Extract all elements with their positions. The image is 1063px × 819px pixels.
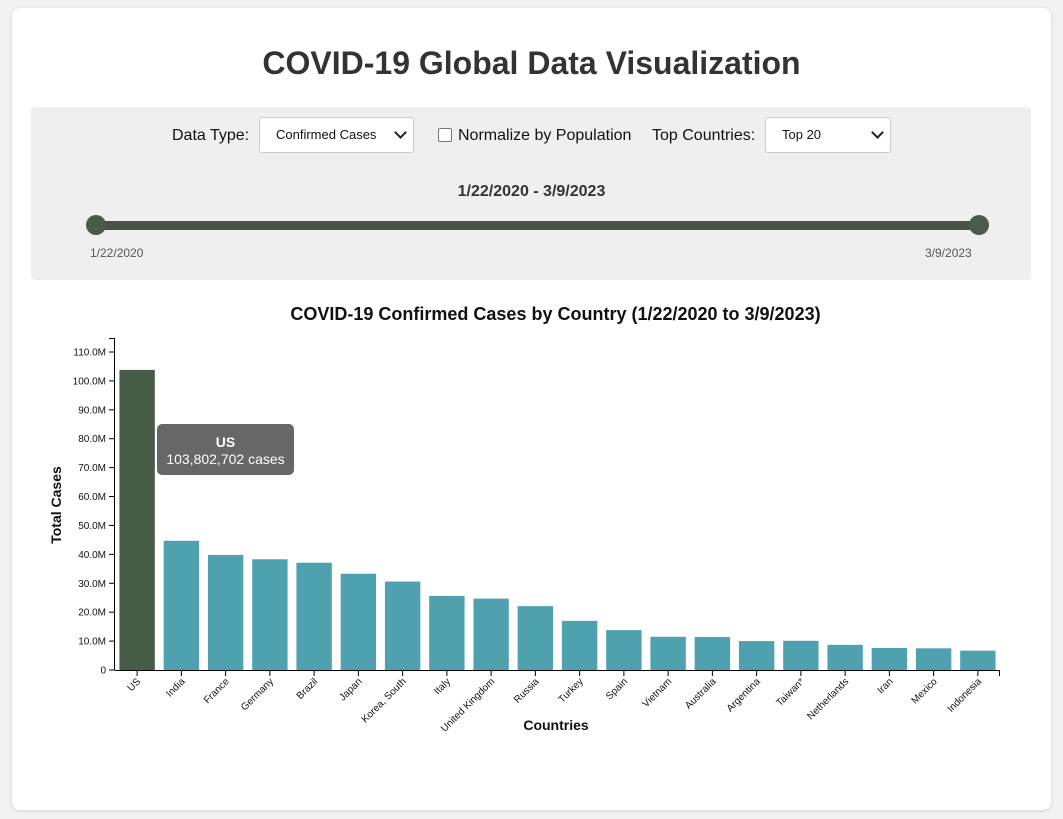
bar-russia[interactable] bbox=[517, 606, 554, 670]
y-tick-label: 20.0M bbox=[78, 608, 106, 619]
tooltip-value: 103,802,702 cases bbox=[166, 451, 285, 467]
bar-japan[interactable] bbox=[340, 573, 377, 670]
x-tick-label: Russia bbox=[512, 676, 542, 706]
normalize-checkbox[interactable] bbox=[438, 128, 452, 142]
x-tick-label: Indonesia bbox=[946, 676, 985, 715]
date-start-label: 1/22/2020 bbox=[90, 246, 144, 260]
x-tick-label: France bbox=[202, 676, 232, 706]
data-type-select[interactable]: Confirmed Cases bbox=[259, 117, 414, 153]
bar-korea-south[interactable] bbox=[384, 581, 421, 670]
y-tick-label: 40.0M bbox=[78, 550, 106, 561]
bar-taiwan[interactable] bbox=[783, 640, 819, 670]
bar-france[interactable] bbox=[207, 554, 244, 670]
x-tick-label: Vietnam bbox=[641, 676, 675, 710]
x-tick-label: Taiwan* bbox=[774, 676, 807, 709]
y-tick-label: 50.0M bbox=[78, 521, 106, 532]
y-tick-label: 90.0M bbox=[78, 405, 106, 416]
bar-germany[interactable] bbox=[252, 559, 288, 670]
x-tick-label: Korea, South bbox=[360, 676, 409, 725]
x-tick-label: India bbox=[164, 676, 187, 699]
x-tick-label: Iran bbox=[876, 676, 896, 696]
y-tick-label: 70.0M bbox=[78, 463, 106, 474]
bar-vietnam[interactable] bbox=[650, 636, 686, 670]
date-slider-end-handle[interactable] bbox=[969, 215, 989, 235]
bar-turkey[interactable] bbox=[561, 620, 598, 670]
bar-spain[interactable] bbox=[606, 630, 642, 670]
top-countries-label: Top Countries: bbox=[652, 127, 756, 144]
y-tick-label: 10.0M bbox=[78, 637, 106, 648]
bar-indonesia[interactable] bbox=[960, 650, 996, 670]
bar-tooltip: US 103,802,702 cases bbox=[157, 424, 294, 475]
y-tick-label: 110.0M bbox=[73, 348, 106, 359]
y-axis-label: Total Cases bbox=[48, 466, 64, 544]
x-tick-label: Italy bbox=[432, 676, 453, 697]
chart-title: COVID-19 Confirmed Cases by Country (1/2… bbox=[290, 304, 821, 324]
data-type-select-value: Confirmed Cases bbox=[276, 127, 377, 142]
bar-iran[interactable] bbox=[871, 648, 908, 670]
normalize-label: Normalize by Population bbox=[458, 127, 632, 144]
x-tick-label: Japan bbox=[337, 676, 364, 703]
y-tick-label: 0 bbox=[100, 666, 106, 677]
x-tick-label: US bbox=[126, 676, 144, 694]
date-end-label: 3/9/2023 bbox=[925, 246, 972, 260]
page-title: COVID-19 Global Data Visualization bbox=[262, 45, 801, 81]
bar-us[interactable] bbox=[119, 369, 155, 670]
bar-netherlands[interactable] bbox=[827, 644, 863, 670]
y-tick-label: 100.0M bbox=[73, 376, 106, 387]
bar-argentina[interactable] bbox=[738, 641, 775, 670]
bar-brazil[interactable] bbox=[296, 562, 332, 670]
date-slider-start-handle[interactable] bbox=[86, 215, 106, 235]
data-type-label: Data Type: bbox=[172, 127, 250, 144]
x-tick-label: Brazil bbox=[295, 676, 320, 701]
y-tick-label: 60.0M bbox=[78, 492, 106, 503]
bar-italy[interactable] bbox=[429, 595, 465, 670]
bar-australia[interactable] bbox=[694, 637, 731, 670]
x-axis-label: Countries bbox=[523, 717, 589, 733]
bar-mexico[interactable] bbox=[915, 648, 952, 670]
top-countries-select-value: Top 20 bbox=[782, 127, 822, 142]
x-tick-label: Germany bbox=[239, 676, 276, 713]
x-tick-label: Argentina bbox=[725, 676, 763, 714]
bar-india[interactable] bbox=[163, 540, 200, 670]
y-axis: 0 10.0M 20.0M 30.0M 40.0M 50.0M 60.0M 70.0M 80.0… bbox=[73, 338, 115, 677]
y-tick-label: 80.0M bbox=[78, 434, 106, 445]
x-tick-label: Australia bbox=[683, 676, 719, 712]
y-tick-label: 30.0M bbox=[78, 579, 106, 590]
bars-group bbox=[119, 369, 996, 670]
top-countries-select[interactable]: Top 20 bbox=[765, 117, 891, 153]
x-tick-label: Mexico bbox=[910, 676, 940, 706]
date-range-label: 1/22/2020 - 3/9/2023 bbox=[457, 183, 606, 200]
x-tick-label: Spain bbox=[604, 676, 630, 702]
x-tick-label: Netherlands bbox=[805, 676, 851, 722]
tooltip-country: US bbox=[215, 434, 236, 450]
x-tick-label: Turkey bbox=[557, 676, 586, 705]
bar-united-kingdom[interactable] bbox=[473, 598, 509, 670]
date-slider-track[interactable] bbox=[96, 221, 979, 230]
